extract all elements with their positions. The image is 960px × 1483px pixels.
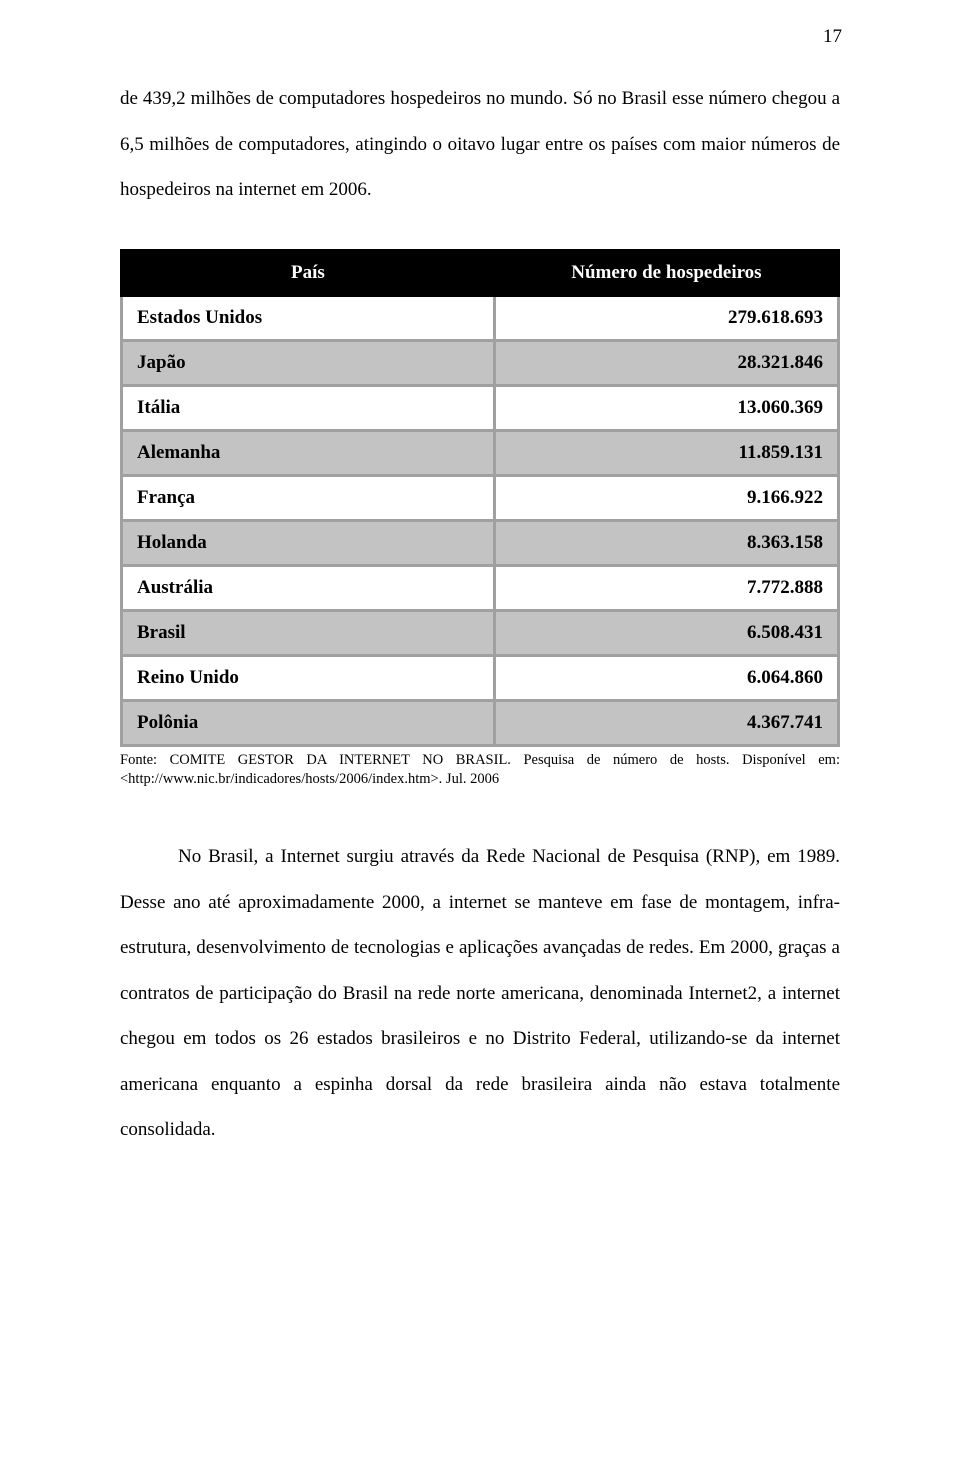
country-cell: Brasil: [122, 610, 495, 655]
table-row: Itália 13.060.369: [122, 385, 839, 430]
table-row: Polônia 4.367.741: [122, 700, 839, 745]
country-cell: Itália: [122, 385, 495, 430]
paragraph-1: de 439,2 milhões de computadores hospede…: [120, 76, 840, 213]
table-header-value: Número de hospedeiros: [494, 250, 838, 295]
table-source-citation: Fonte: COMITE GESTOR DA INTERNET NO BRAS…: [120, 751, 840, 790]
table-row: Austrália 7.772.888: [122, 565, 839, 610]
paragraph-2-text: No Brasil, a Internet surgiu através da …: [120, 846, 840, 1141]
value-cell: 8.363.158: [494, 520, 838, 565]
country-cell: França: [122, 475, 495, 520]
value-cell: 279.618.693: [494, 295, 838, 340]
country-cell: Holanda: [122, 520, 495, 565]
country-cell: Austrália: [122, 565, 495, 610]
value-cell: 7.772.888: [494, 565, 838, 610]
country-cell: Alemanha: [122, 430, 495, 475]
table-header-country: País: [122, 250, 495, 295]
table-row: Japão 28.321.846: [122, 340, 839, 385]
page-number: 17: [823, 26, 842, 48]
table-row: Alemanha 11.859.131: [122, 430, 839, 475]
table-row: França 9.166.922: [122, 475, 839, 520]
value-cell: 6.064.860: [494, 655, 838, 700]
value-cell: 4.367.741: [494, 700, 838, 745]
value-cell: 28.321.846: [494, 340, 838, 385]
value-cell: 6.508.431: [494, 610, 838, 655]
country-cell: Japão: [122, 340, 495, 385]
value-cell: 11.859.131: [494, 430, 838, 475]
country-cell: Polônia: [122, 700, 495, 745]
table-row: Estados Unidos 279.618.693: [122, 295, 839, 340]
country-cell: Estados Unidos: [122, 295, 495, 340]
hosts-table: País Número de hospedeiros Estados Unido…: [120, 249, 840, 747]
paragraph-2: No Brasil, a Internet surgiu através da …: [120, 834, 840, 1153]
table-row: Reino Unido 6.064.860: [122, 655, 839, 700]
country-cell: Reino Unido: [122, 655, 495, 700]
table-row: Holanda 8.363.158: [122, 520, 839, 565]
value-cell: 13.060.369: [494, 385, 838, 430]
value-cell: 9.166.922: [494, 475, 838, 520]
table-row: Brasil 6.508.431: [122, 610, 839, 655]
